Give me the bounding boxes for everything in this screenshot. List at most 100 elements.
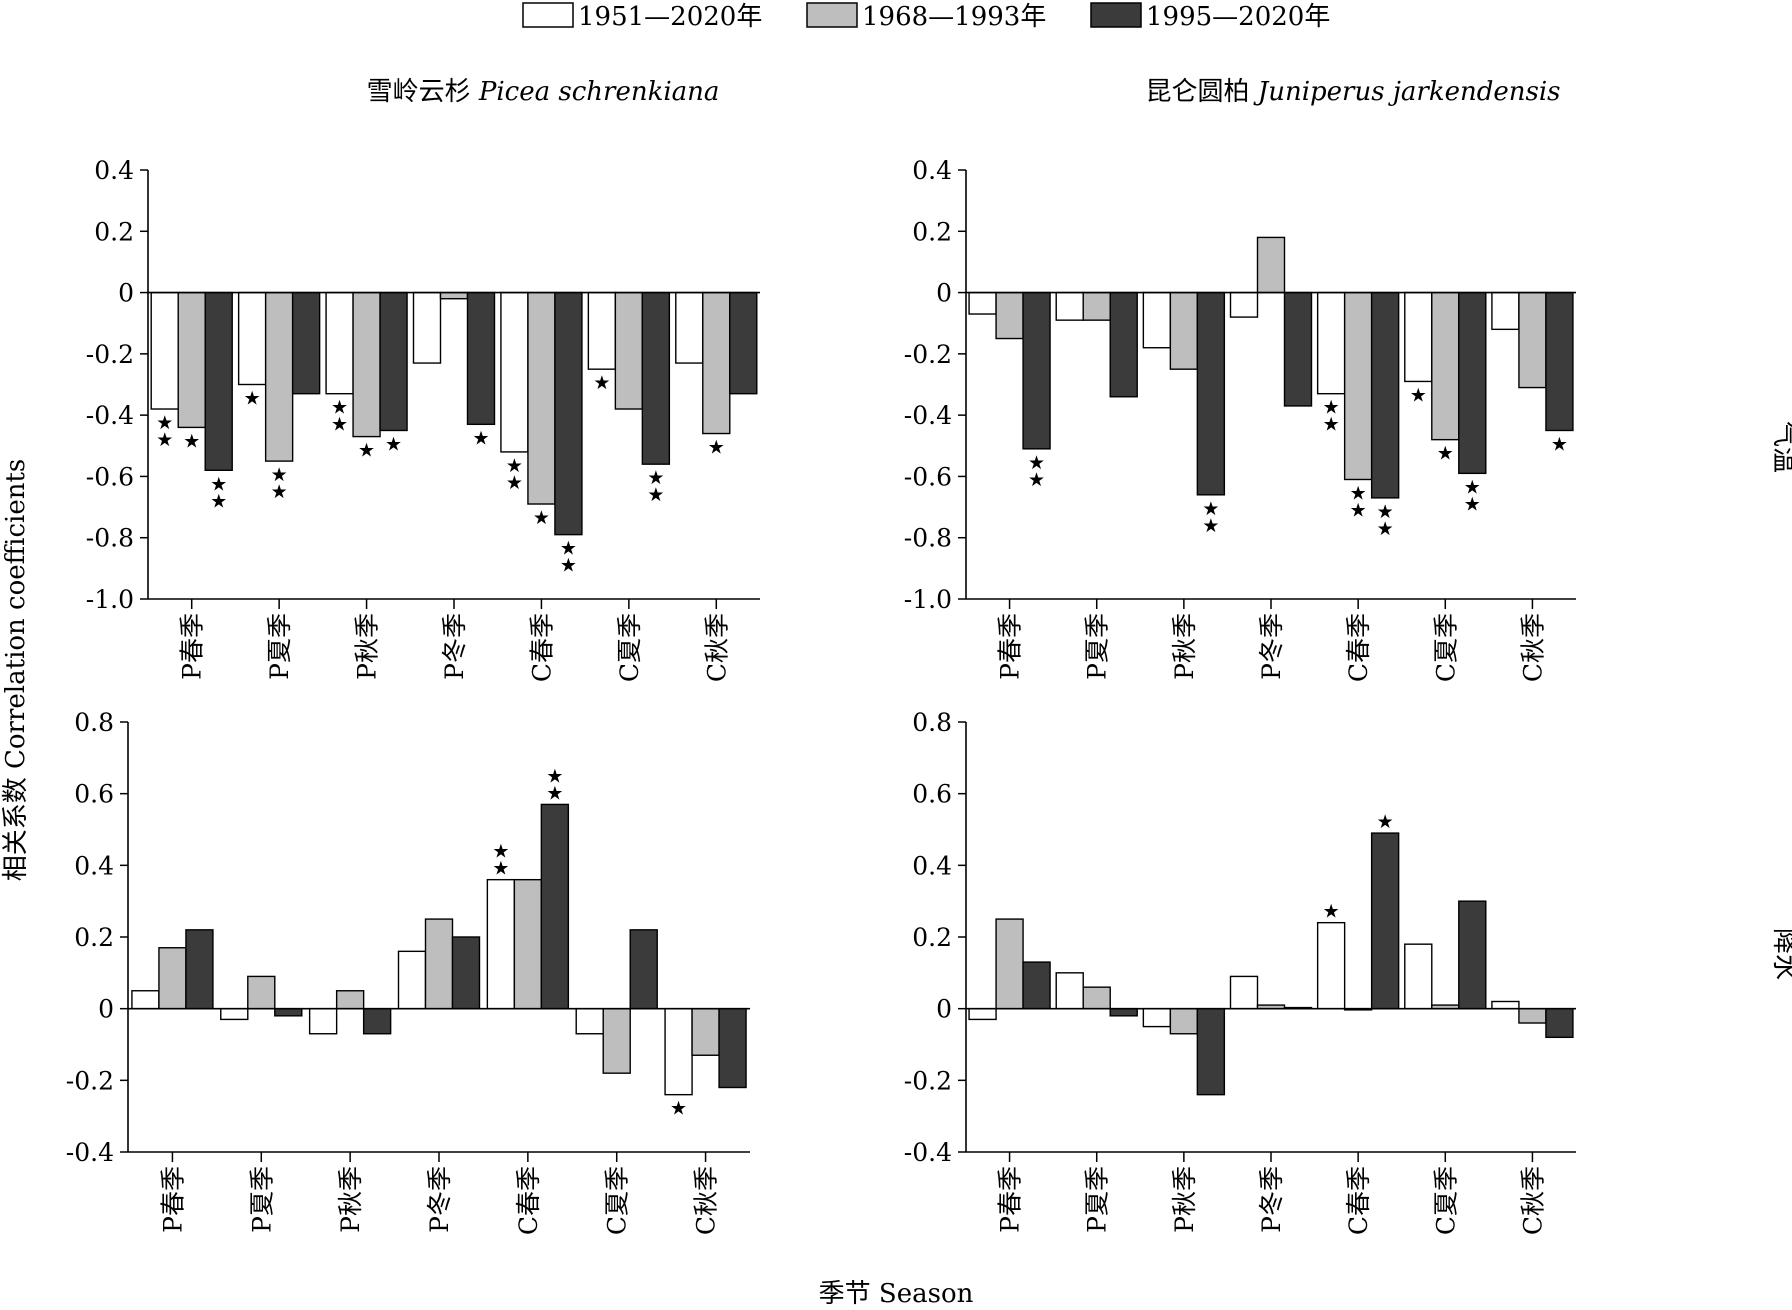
bar-1951-2020 [486, 878, 516, 1010]
bar-1995-2020 [204, 291, 233, 472]
significance-star: ★ [1377, 501, 1394, 523]
y-tick-label: 0.8 [912, 708, 952, 737]
y-tick-label: 0.2 [912, 923, 952, 952]
y-tick-label: -0.4 [86, 401, 134, 430]
bar-1951-2020 [308, 1007, 338, 1035]
bar-1951-2020 [131, 990, 160, 1010]
x-tick-label: P夏季 [247, 1166, 276, 1233]
bar-1968-1993 [439, 291, 469, 300]
bar-1995-2020 [1109, 1007, 1138, 1017]
x-tick-label: P冬季 [440, 613, 469, 680]
y-tick-label: 0 [936, 279, 952, 308]
bar-1968-1993 [995, 918, 1024, 1010]
significance-star: ★ [331, 414, 348, 436]
bar-1951-2020 [1491, 1000, 1520, 1010]
y-tick-label: 0.8 [74, 708, 114, 737]
x-tick-label: C夏季 [1431, 1166, 1460, 1235]
x-tick-label: C秋季 [702, 613, 731, 682]
bar-1995-2020 [185, 929, 214, 1010]
y-tick-label: -1.0 [904, 585, 952, 614]
significance-star: ★ [210, 473, 227, 495]
significance-star: ★ [647, 484, 664, 506]
panel-picea-temperature: 0.40.20-0.2-0.4-0.6-0.8-1.0★★★ ★★★★★★★★★★… [86, 156, 760, 682]
y-tick-label: -1.0 [86, 585, 134, 614]
bar-1951-2020 [1055, 291, 1084, 321]
y-tick-label: 0.2 [74, 923, 114, 952]
bar-1995-2020 [451, 936, 481, 1010]
bar-1995-2020 [1022, 291, 1051, 450]
significance-star: ★ [1202, 498, 1219, 520]
bar-1951-2020 [587, 291, 617, 370]
y-tick-label: -0.4 [904, 401, 952, 430]
x-tick-label: P冬季 [1257, 613, 1286, 680]
bar-1968-1993 [1431, 291, 1460, 441]
x-tick-label: C秋季 [1518, 1166, 1547, 1235]
bar-1968-1993 [335, 990, 365, 1010]
significance-star: ★ [210, 490, 227, 512]
bar-1951-2020 [1316, 291, 1346, 395]
bar-1995-2020 [274, 1007, 303, 1017]
legend-label-1995-2020: 1995—2020年 [1146, 2, 1330, 32]
bar-1995-2020 [1370, 832, 1400, 1010]
x-tick-label: P夏季 [1083, 613, 1112, 680]
bar-1951-2020 [1229, 291, 1259, 318]
significance-star: ★ [492, 841, 509, 863]
significance-star: ★ [1350, 499, 1367, 521]
significance-star: ★ [156, 412, 173, 434]
x-tick-label: P夏季 [265, 613, 294, 680]
x-tick-label: C春季 [527, 613, 556, 682]
significance-star: ★ [1028, 469, 1045, 491]
bar-1968-1993 [602, 1007, 631, 1074]
bar-1968-1993 [1082, 291, 1111, 321]
y-tick-label: -0.6 [86, 462, 134, 491]
y-tick-label: 0.6 [74, 780, 114, 809]
significance-star: ★ [560, 555, 577, 577]
bar-1995-2020 [1545, 291, 1574, 432]
bar-1968-1993 [177, 291, 206, 429]
column-title-picea: 雪岭云杉 Picea schrenkiana [367, 77, 720, 107]
significance-star: ★ [1350, 482, 1367, 504]
significance-star: ★ [1323, 397, 1340, 419]
significance-star: ★ [1437, 443, 1454, 465]
y-tick-label: -0.2 [66, 1066, 114, 1095]
significance-star: ★ [1377, 518, 1394, 540]
significance-star: ★ [385, 433, 402, 455]
bar-1995-2020 [291, 291, 321, 395]
y-tick-label: -0.8 [86, 524, 134, 553]
column-title-juniperus-latin: Juniperus jarkendensis [1253, 77, 1561, 107]
x-tick-label: P春季 [996, 613, 1025, 680]
bar-1951-2020 [1404, 943, 1433, 1010]
significance-star: ★ [506, 455, 523, 477]
significance-star: ★ [271, 481, 288, 503]
legend-label-1951-2020: 1951—2020年 [578, 2, 762, 32]
bar-1951-2020 [1142, 1007, 1172, 1028]
y-tick-label: -0.2 [904, 340, 952, 369]
bar-1995-2020 [466, 291, 496, 426]
bar-1995-2020 [629, 929, 658, 1010]
legend-swatch-1995-2020 [1090, 2, 1142, 28]
x-tick-label: C夏季 [615, 613, 644, 682]
x-tick-label: P秋季 [1170, 613, 1199, 680]
bar-1968-1993 [1518, 291, 1547, 389]
bar-1968-1993 [614, 291, 644, 410]
significance-star: ★ [1323, 414, 1340, 436]
bar-1995-2020 [729, 291, 758, 395]
bar-1995-2020 [362, 1007, 392, 1035]
y-tick-label: -0.8 [904, 524, 952, 553]
significance-star: ★ [271, 464, 288, 486]
significance-star: ★ [492, 858, 509, 880]
significance-star: ★ [1028, 452, 1045, 474]
significance-star: ★ [1464, 476, 1481, 498]
legend: 1951—2020年 1968—1993年 1995—2020年 [522, 2, 1330, 32]
legend-item-1951-2020: 1951—2020年 [522, 2, 762, 32]
bar-1968-1993 [1169, 291, 1199, 370]
bar-1995-2020 [1196, 1007, 1226, 1096]
y-tick-label: 0.4 [74, 851, 114, 880]
x-tick-label: P秋季 [353, 613, 382, 680]
row-label-temperature: 气温 [1769, 421, 1792, 473]
x-tick-label: C秋季 [1518, 613, 1547, 682]
column-title-picea-latin: Picea schrenkiana [478, 77, 720, 107]
legend-item-1968-1993: 1968—1993年 [806, 2, 1046, 32]
bar-1951-2020 [1142, 291, 1172, 349]
